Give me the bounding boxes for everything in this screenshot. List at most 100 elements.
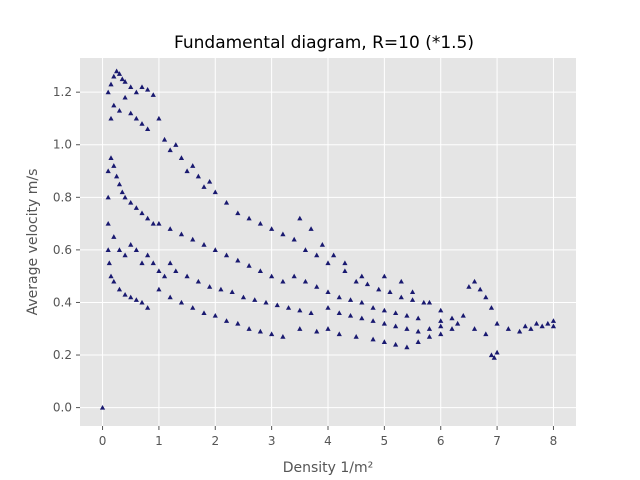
data-point xyxy=(353,278,359,284)
data-point xyxy=(398,278,404,284)
data-point xyxy=(409,289,416,295)
y-tick-label: 0.8 xyxy=(53,190,72,204)
data-point xyxy=(178,155,185,160)
data-point xyxy=(359,273,365,279)
y-axis-label: Average velocity m/s xyxy=(25,169,41,316)
data-point xyxy=(336,331,342,337)
data-point xyxy=(491,355,497,360)
data-point xyxy=(122,194,128,200)
data-point xyxy=(325,289,331,295)
data-point xyxy=(150,221,156,226)
data-point xyxy=(108,81,114,87)
data-point xyxy=(201,310,207,316)
data-point xyxy=(280,278,286,284)
data-point xyxy=(342,268,348,273)
data-point xyxy=(156,268,162,273)
data-point xyxy=(201,242,207,247)
data-point xyxy=(223,252,230,258)
data-point xyxy=(483,294,489,300)
data-point xyxy=(116,71,123,76)
data-point xyxy=(455,320,461,326)
data-point xyxy=(550,323,557,329)
data-point xyxy=(505,326,511,331)
data-point xyxy=(105,247,111,252)
data-point xyxy=(190,236,196,242)
data-point xyxy=(178,231,185,237)
data-point xyxy=(116,247,123,252)
x-tick-label: 4 xyxy=(324,434,332,448)
data-point xyxy=(285,305,292,310)
data-point xyxy=(235,210,241,216)
data-point xyxy=(404,326,410,331)
data-point xyxy=(291,236,297,242)
data-point xyxy=(483,331,489,337)
data-point xyxy=(150,92,156,97)
data-point xyxy=(426,334,433,339)
data-point xyxy=(359,299,365,305)
data-point xyxy=(404,344,410,350)
data-point xyxy=(415,315,421,321)
data-point xyxy=(415,339,421,344)
data-point xyxy=(387,289,393,295)
data-point xyxy=(229,289,235,295)
data-point xyxy=(223,318,230,323)
data-point xyxy=(139,210,145,216)
data-point xyxy=(404,313,410,318)
data-point xyxy=(128,199,134,205)
data-points xyxy=(99,68,557,410)
data-point xyxy=(105,221,111,226)
data-point xyxy=(145,252,151,258)
data-point xyxy=(528,326,534,331)
data-point xyxy=(145,86,151,92)
data-point xyxy=(218,286,224,292)
data-point xyxy=(336,294,342,300)
data-point xyxy=(426,299,433,305)
data-point xyxy=(99,405,106,410)
data-point xyxy=(114,173,120,179)
y-tick-label: 0.4 xyxy=(53,295,72,309)
data-point xyxy=(438,323,444,329)
data-point xyxy=(106,260,112,266)
data-point xyxy=(207,178,213,184)
data-point xyxy=(297,307,303,313)
data-point xyxy=(393,323,399,329)
data-point xyxy=(133,115,139,121)
data-point xyxy=(336,310,342,316)
data-point xyxy=(347,313,354,318)
data-point xyxy=(438,331,444,337)
data-point xyxy=(325,326,331,331)
data-point xyxy=(128,294,134,300)
data-point xyxy=(246,215,252,221)
x-tick-label: 0 xyxy=(99,434,107,448)
data-point xyxy=(161,273,168,279)
data-point xyxy=(257,268,263,273)
data-point xyxy=(522,323,528,329)
data-point xyxy=(314,328,320,334)
data-point xyxy=(128,110,134,116)
data-point xyxy=(150,260,156,266)
data-point xyxy=(108,273,114,279)
data-point xyxy=(325,305,331,310)
data-point xyxy=(308,310,314,316)
data-point xyxy=(398,294,404,300)
data-point xyxy=(212,189,218,195)
data-point xyxy=(393,341,399,347)
data-point xyxy=(302,247,309,252)
data-point xyxy=(156,221,162,226)
data-point xyxy=(167,260,173,266)
data-point xyxy=(122,94,128,100)
data-point xyxy=(119,189,125,195)
data-point xyxy=(235,257,241,263)
data-point xyxy=(223,199,230,205)
data-point xyxy=(471,326,478,331)
data-point xyxy=(353,334,359,339)
data-point xyxy=(201,184,207,189)
data-point xyxy=(466,284,472,289)
data-point xyxy=(108,155,114,160)
data-point xyxy=(133,205,139,210)
data-point xyxy=(105,168,111,174)
data-point xyxy=(471,278,478,284)
x-tick-label: 1 xyxy=(155,434,163,448)
data-point xyxy=(156,115,162,121)
